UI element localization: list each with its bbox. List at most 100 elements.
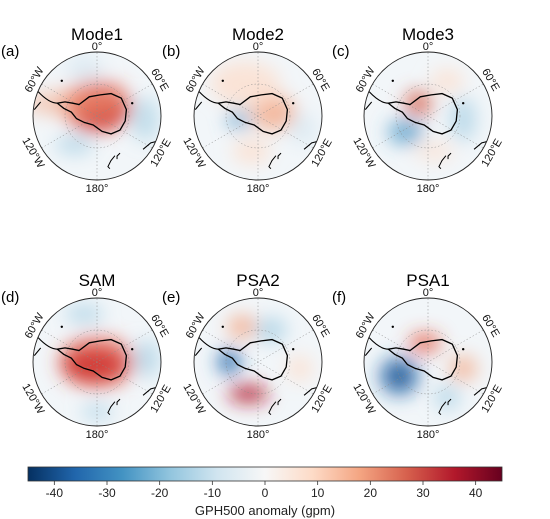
anomaly-blob	[431, 69, 464, 93]
colorbar-gradient	[27, 466, 503, 482]
anomaly-blob	[227, 385, 269, 403]
lon-label-180: 180°	[247, 183, 270, 195]
anomaly-blob	[288, 112, 317, 145]
colorbar-tick-label: 40	[469, 486, 483, 500]
new-zealand-coastline	[107, 152, 121, 170]
new-zealand-coastline	[107, 398, 121, 416]
panel-title: Mode3	[402, 25, 454, 44]
panel-letter: (f)	[332, 289, 346, 306]
panel-letter: (b)	[162, 43, 180, 60]
new-zealand-coastline	[438, 152, 452, 170]
station-marker	[60, 325, 63, 328]
panel-letter: (c)	[332, 43, 350, 60]
lon-label-180: 180°	[86, 183, 109, 195]
lon-label-0: 0°	[253, 41, 264, 53]
lon-label-180: 180°	[247, 429, 270, 441]
lon-label-0: 0°	[423, 287, 434, 299]
new-zealand-coastline	[268, 152, 282, 170]
map-border	[363, 297, 493, 427]
colorbar: -40 -30 -20 -10 0 10 20 30 40 GPH500 anomaly (gpm…	[27, 466, 503, 518]
anomaly-blob	[408, 333, 441, 353]
map-border	[32, 297, 162, 427]
graticule	[41, 52, 153, 180]
anomaly-blob	[134, 339, 160, 378]
graticule	[202, 52, 314, 180]
colorbar-label: GPH500 anomaly (gpm)	[195, 503, 335, 518]
colorbar-tick-label: -40	[46, 486, 64, 500]
lon-label-180: 180°	[417, 429, 440, 441]
colorbar-tick-label: -20	[151, 486, 169, 500]
station-marker	[391, 325, 394, 328]
station-marker	[221, 325, 224, 328]
panel-letter: (a)	[1, 43, 19, 60]
anomaly-blob	[434, 384, 461, 411]
south-america-coastline	[364, 91, 389, 110]
anomaly-blob	[449, 355, 478, 382]
anomaly-blob	[65, 304, 104, 324]
colorbar-tick-label: -30	[98, 486, 116, 500]
south-america-coastline	[33, 91, 58, 110]
station-marker	[131, 102, 134, 105]
anomaly-blob	[378, 355, 421, 397]
anomaly-blob	[387, 119, 424, 145]
panel-title: Mode2	[232, 25, 284, 44]
station-marker	[60, 79, 63, 83]
colorbar-tick-label: 30	[416, 486, 430, 500]
map-border	[193, 51, 323, 181]
colorbar-tick-label: 20	[364, 486, 378, 500]
anomaly-blob	[254, 317, 287, 343]
graticule	[372, 298, 484, 426]
lon-label-180: 180°	[86, 429, 109, 441]
new-zealand-coastline	[438, 398, 452, 416]
lon-label-0: 0°	[92, 287, 103, 299]
graticule	[202, 298, 314, 426]
panel-title: Mode1	[71, 25, 123, 44]
anomaly-blob	[210, 61, 281, 107]
graticule	[372, 52, 484, 180]
south-america-coastline	[33, 337, 58, 356]
map-border	[193, 297, 323, 427]
panel-letter: (d)	[1, 289, 19, 306]
colorbar-tick-label: 0	[262, 486, 269, 500]
south-america-coastline	[194, 91, 219, 110]
graticule	[41, 298, 153, 426]
south-america-coastline	[194, 337, 219, 356]
anomaly-field	[217, 315, 313, 403]
anomaly-blob	[232, 138, 271, 164]
station-marker	[462, 348, 465, 351]
lon-label-180: 180°	[417, 183, 440, 195]
station-marker	[292, 348, 295, 351]
anomaly-blob	[55, 135, 94, 155]
map-border	[32, 51, 162, 181]
lon-label-0: 0°	[253, 287, 264, 299]
anomaly-blob	[65, 55, 104, 81]
anomaly-blob	[217, 349, 241, 375]
station-marker	[292, 102, 295, 105]
south-america-coastline	[364, 337, 389, 356]
panel-letter: (e)	[162, 289, 180, 306]
anomaly-blob	[130, 96, 160, 142]
anomaly-blob	[415, 141, 454, 161]
new-zealand-coastline	[268, 398, 282, 416]
station-marker	[462, 102, 465, 105]
station-marker	[391, 79, 394, 83]
panel-title: PSA1	[406, 271, 449, 290]
colorbar-tick-label: 10	[311, 486, 325, 500]
panel-title: PSA2	[236, 271, 279, 290]
lon-label-0: 0°	[92, 41, 103, 53]
map-border	[363, 51, 493, 181]
colorbar-tick-label: -10	[204, 486, 222, 500]
anomaly-blob	[404, 90, 433, 116]
lon-label-0: 0°	[423, 41, 434, 53]
station-marker	[221, 79, 224, 83]
anomaly-blob	[286, 355, 313, 382]
panel-title: SAM	[79, 271, 116, 290]
station-marker	[131, 348, 134, 351]
